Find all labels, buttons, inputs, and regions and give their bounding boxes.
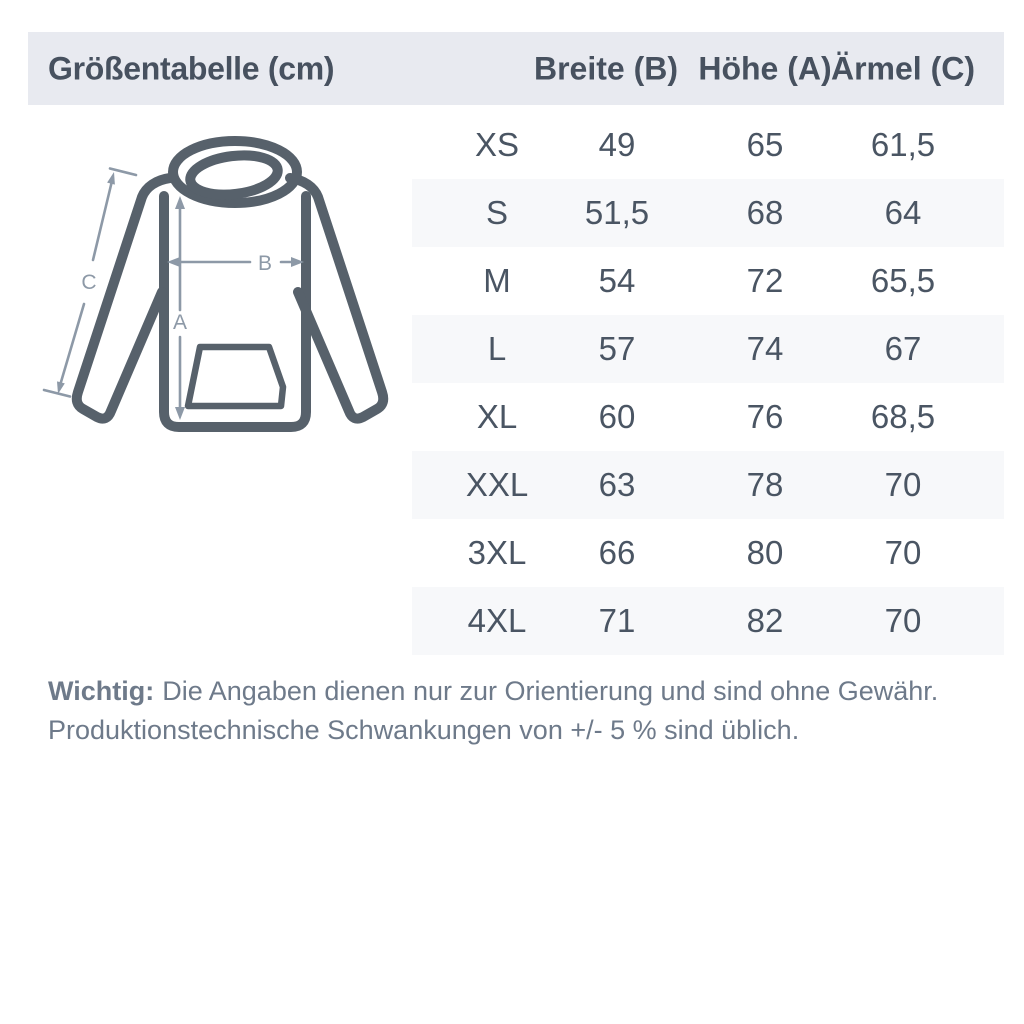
table-row: 3XL 66 80 70 bbox=[412, 519, 1004, 587]
table-row: 4XL 71 82 70 bbox=[412, 587, 1004, 655]
hoehe-cell: 76 bbox=[746, 398, 784, 435]
aermel-cell: 68,5 bbox=[870, 398, 936, 435]
size-table-body: XS 49 65 61,5 S 51,5 68 64 M 54 72 65,5 L 57 74 67 XL 60 7… bbox=[412, 111, 1004, 655]
hoehe-cell: 82 bbox=[746, 602, 784, 639]
size-cell: XXL bbox=[465, 466, 529, 503]
size-cell: 4XL bbox=[467, 602, 527, 639]
breite-cell: 63 bbox=[598, 466, 636, 503]
hoodie-hood-inner bbox=[185, 150, 283, 200]
table-row: XXL 63 78 70 bbox=[412, 451, 1004, 519]
hoehe-cell: 65 bbox=[746, 126, 784, 163]
hoodie-pocket bbox=[184, 343, 287, 410]
table-row: S 51,5 68 64 bbox=[412, 179, 1004, 247]
table-row: L 57 74 67 bbox=[412, 315, 1004, 383]
breite-cell: 60 bbox=[598, 398, 636, 435]
column-header-hoehe: Höhe (A) bbox=[698, 50, 832, 86]
hoodie-body-outline bbox=[159, 191, 311, 432]
breite-cell: 51,5 bbox=[584, 194, 650, 231]
size-cell: M bbox=[483, 262, 511, 299]
disclaimer-line-1: Wichtig: Die Angaben dienen nur zur Orien… bbox=[48, 676, 939, 706]
column-header-aermel: Ärmel (C) bbox=[830, 50, 976, 86]
aermel-cell: 70 bbox=[884, 602, 922, 639]
hoehe-cell: 72 bbox=[746, 262, 784, 299]
hoodie-diagram: A B C bbox=[42, 136, 389, 432]
label-b: B bbox=[258, 252, 272, 275]
sleeve-arrow-c: C bbox=[42, 167, 138, 398]
column-header-breite: Breite (B) bbox=[533, 50, 679, 86]
hoodie-hood-outer bbox=[168, 136, 302, 208]
height-arrow-a: A bbox=[173, 196, 187, 420]
size-cell: 3XL bbox=[467, 534, 527, 571]
hoehe-cell: 68 bbox=[746, 194, 784, 231]
size-cell: L bbox=[487, 330, 507, 367]
hoodie-right-sleeve bbox=[285, 173, 389, 424]
breite-cell: 71 bbox=[598, 602, 636, 639]
hoehe-cell: 74 bbox=[746, 330, 784, 367]
breite-cell: 54 bbox=[598, 262, 636, 299]
aermel-cell: 64 bbox=[884, 194, 922, 231]
table-row: XS 49 65 61,5 bbox=[412, 111, 1004, 179]
aermel-cell: 61,5 bbox=[870, 126, 936, 163]
size-cell: XS bbox=[474, 126, 520, 163]
aermel-cell: 70 bbox=[884, 534, 922, 571]
disclaimer-bold-label: Wichtig: bbox=[48, 676, 155, 706]
label-c: C bbox=[81, 271, 96, 294]
page-title: Größentabelle (cm) bbox=[48, 50, 335, 86]
breite-cell: 57 bbox=[598, 330, 636, 367]
disclaimer-line-2: Produktionstechnische Schwankungen von +… bbox=[48, 715, 800, 745]
width-arrow-b: B bbox=[167, 252, 304, 275]
size-cell: S bbox=[485, 194, 509, 231]
aermel-cell: 70 bbox=[884, 466, 922, 503]
table-row: M 54 72 65,5 bbox=[412, 247, 1004, 315]
hoodie-left-sleeve bbox=[71, 173, 175, 424]
size-cell: XL bbox=[476, 398, 518, 435]
aermel-cell: 67 bbox=[884, 330, 922, 367]
disclaimer: Wichtig: Die Angaben dienen nur zur Orien… bbox=[48, 672, 938, 750]
table-row: XL 60 76 68,5 bbox=[412, 383, 1004, 451]
table-header: Größentabelle (cm) Breite (B) Höhe (A) Ä… bbox=[28, 32, 1004, 105]
hoehe-cell: 80 bbox=[746, 534, 784, 571]
hoehe-cell: 78 bbox=[746, 466, 784, 503]
label-a: A bbox=[173, 311, 187, 334]
aermel-cell: 65,5 bbox=[870, 262, 936, 299]
breite-cell: 49 bbox=[598, 126, 636, 163]
breite-cell: 66 bbox=[598, 534, 636, 571]
